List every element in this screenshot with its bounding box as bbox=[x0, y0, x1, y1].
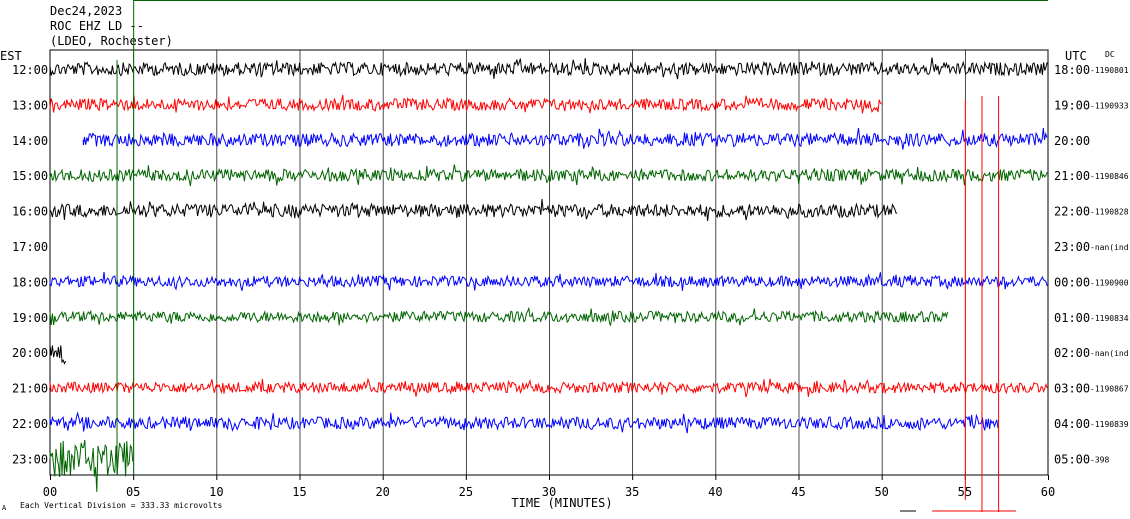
row-utc-label: 05:00 bbox=[1054, 452, 1090, 466]
header-network: (LDEO, Rochester) bbox=[50, 34, 173, 48]
row-est-label: 21:00 bbox=[12, 382, 48, 396]
x-tick-label: 10 bbox=[209, 485, 223, 499]
row-est-label: 18:00 bbox=[12, 275, 48, 289]
x-tick-labels: 00051015202530354045505560 bbox=[43, 485, 1055, 499]
grid bbox=[49, 49, 1049, 480]
row-dc-value: -1190900 bbox=[1090, 278, 1129, 287]
row-est-label: 23:00 bbox=[12, 452, 48, 466]
labels: Dec24,2023 ROC EHZ LD -- (LDEO, Rocheste… bbox=[0, 4, 1115, 512]
trace-1500 bbox=[49, 164, 1048, 187]
row-dc-value: -1190867 bbox=[1090, 385, 1129, 394]
x-tick-label: 50 bbox=[874, 485, 888, 499]
row-dc-value: -1190846 bbox=[1090, 172, 1129, 181]
x-tick-label: 40 bbox=[708, 485, 722, 499]
utc-zone-label: UTC bbox=[1065, 49, 1087, 63]
row-dc-value: -1190834 bbox=[1090, 314, 1129, 323]
row-dc-value: -nan(ind bbox=[1090, 349, 1129, 358]
dc-column-label: DC bbox=[1105, 50, 1115, 59]
row-utc-label: 19:00 bbox=[1054, 98, 1090, 112]
row-utc-label: 20:00 bbox=[1054, 134, 1090, 148]
x-tick-label: 25 bbox=[459, 485, 473, 499]
row-est-label: 16:00 bbox=[12, 205, 48, 219]
footer-note: Each Vertical Division = 333.33 microvol… bbox=[20, 501, 222, 510]
row-utc-label: 18:00 bbox=[1054, 63, 1090, 77]
row-est-label: 20:00 bbox=[12, 346, 48, 360]
header-station: ROC EHZ LD -- bbox=[50, 19, 144, 33]
trace-1900 bbox=[49, 306, 949, 326]
x-tick-label: 20 bbox=[375, 485, 389, 499]
row-utc-label: 00:00 bbox=[1054, 275, 1090, 289]
x-tick-label: 35 bbox=[625, 485, 639, 499]
row-dc-value: -1190801 bbox=[1090, 66, 1129, 75]
trace-2300 bbox=[49, 439, 134, 492]
row-utc-label: 04:00 bbox=[1054, 417, 1090, 431]
row-est-label: 13:00 bbox=[12, 98, 48, 112]
row-est-label: 12:00 bbox=[12, 63, 48, 77]
x-tick-label: 00 bbox=[43, 485, 57, 499]
row-utc-label: 01:00 bbox=[1054, 311, 1090, 325]
row-dc-value: -nan(ind bbox=[1090, 243, 1129, 252]
row-utc-label: 21:00 bbox=[1054, 169, 1090, 183]
plot-frame bbox=[49, 49, 1049, 476]
trace-1200 bbox=[49, 57, 1048, 80]
traces bbox=[49, 57, 1048, 492]
row-utc-label: 03:00 bbox=[1054, 382, 1090, 396]
row-utc-label: 02:00 bbox=[1054, 346, 1090, 360]
row-est-label: 22:00 bbox=[12, 417, 48, 431]
x-tick-label: 30 bbox=[542, 485, 556, 499]
trace-1800 bbox=[49, 271, 1048, 291]
row-est-label: 14:00 bbox=[12, 134, 48, 148]
row-est-label: 15:00 bbox=[12, 169, 48, 183]
row-est-label: 19:00 bbox=[12, 311, 48, 325]
trace-1400 bbox=[82, 127, 1048, 150]
x-tick-label: 15 bbox=[292, 485, 306, 499]
row-dc-value: -1190839 bbox=[1090, 420, 1129, 429]
row-est-label: 17:00 bbox=[12, 240, 48, 254]
corner-mark: A bbox=[2, 504, 7, 512]
trace-1600 bbox=[49, 199, 898, 221]
x-tick-label: 45 bbox=[791, 485, 805, 499]
row-dc-value: -398 bbox=[1090, 455, 1109, 464]
row-utc-label: 22:00 bbox=[1054, 205, 1090, 219]
x-tick-label: 05 bbox=[126, 485, 140, 499]
trace-2000 bbox=[49, 345, 67, 365]
overlay-lines bbox=[116, 0, 1048, 512]
row-dc-value: -1190933 bbox=[1090, 101, 1129, 110]
row-utc-label: 23:00 bbox=[1054, 240, 1090, 254]
header-date: Dec24,2023 bbox=[50, 4, 122, 18]
trace-2200 bbox=[49, 411, 999, 434]
x-tick-label: 60 bbox=[1041, 485, 1055, 499]
trace-2100 bbox=[49, 377, 1048, 398]
row-dc-value: -1190828 bbox=[1090, 208, 1129, 217]
trace-1300 bbox=[49, 94, 882, 114]
x-axis-label: TIME (MINUTES) bbox=[511, 496, 612, 510]
est-zone-label: EST bbox=[0, 49, 22, 63]
